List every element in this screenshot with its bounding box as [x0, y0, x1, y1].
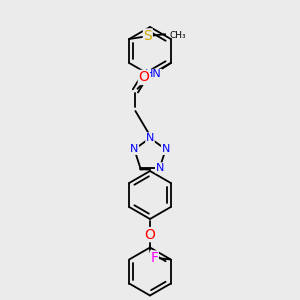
Text: N: N	[155, 163, 164, 173]
Text: N: N	[146, 133, 154, 143]
Text: CH₃: CH₃	[170, 31, 186, 40]
Text: O: O	[145, 228, 155, 242]
Text: HN: HN	[145, 69, 162, 80]
Text: O: O	[138, 70, 149, 84]
Text: S: S	[143, 29, 152, 43]
Text: F: F	[150, 251, 158, 265]
Text: N: N	[161, 144, 170, 154]
Text: N: N	[130, 144, 139, 154]
